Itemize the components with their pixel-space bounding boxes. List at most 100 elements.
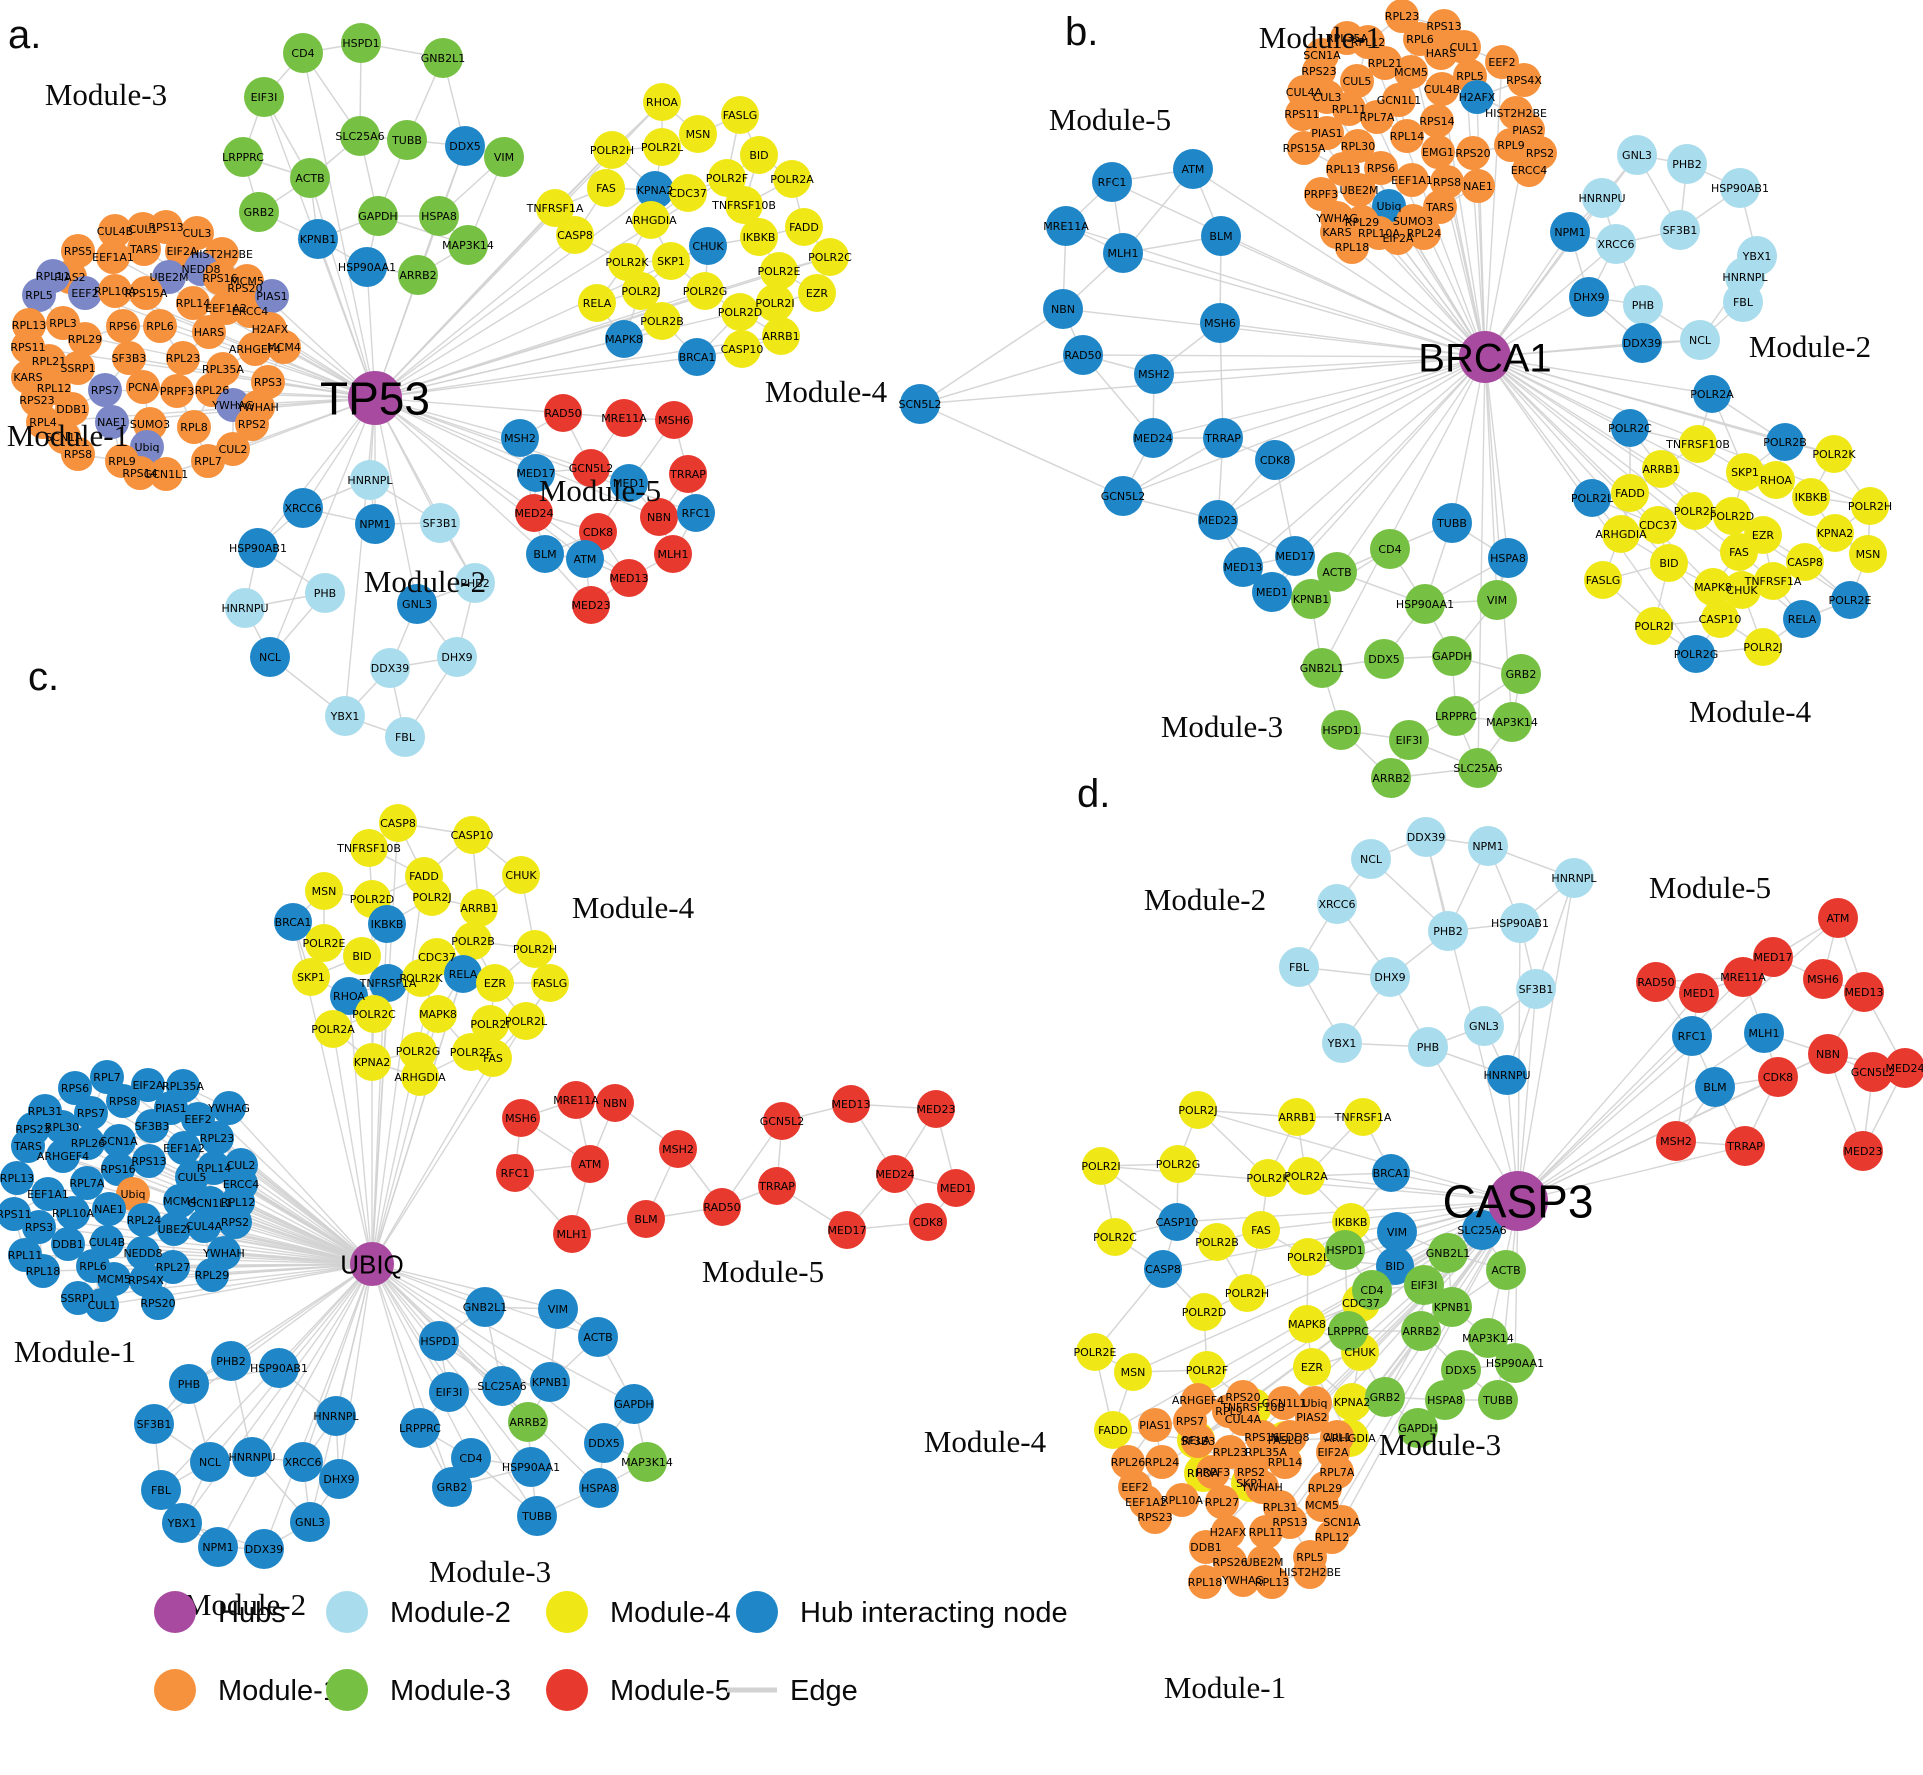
gene-node <box>1726 453 1764 491</box>
gene-node <box>1494 128 1528 162</box>
gene-label: RPS13 <box>1272 1516 1307 1529</box>
edge <box>1517 992 1700 1202</box>
edge <box>228 1107 373 1265</box>
gene-node <box>1554 858 1594 898</box>
gene-node <box>1602 515 1640 553</box>
hub-label: CASP3 <box>1443 1176 1594 1228</box>
gene-label: MED13 <box>1845 986 1884 999</box>
gene-label: HSP90AB1 <box>229 542 287 555</box>
gene-label: ARRB1 <box>460 902 497 915</box>
gene-label: RPL8 <box>180 421 207 434</box>
gene-node <box>1460 80 1494 114</box>
legend-label: Hubs <box>218 1597 286 1629</box>
gene-node <box>1377 1212 1417 1252</box>
gene-label: POLR2B <box>640 315 684 328</box>
gene-node <box>1432 1287 1472 1327</box>
edge <box>919 308 1064 405</box>
gene-node <box>655 401 693 439</box>
gene-node <box>1744 628 1782 666</box>
gene-node <box>11 1129 45 1163</box>
gene-label: MED1 <box>1683 987 1715 1000</box>
gene-label: TUBB <box>1436 517 1467 530</box>
gene-label: DHX9 <box>441 651 472 664</box>
gene-label: PHB <box>1417 1041 1439 1054</box>
gene-label: BID <box>749 149 768 162</box>
gene-node <box>1138 1408 1172 1442</box>
gene-node <box>832 1085 870 1123</box>
gene-label: EZR <box>1301 1361 1323 1374</box>
gene-label: ACTB <box>583 1331 612 1344</box>
gene-label: FADD <box>409 870 439 883</box>
gene-node <box>578 284 616 322</box>
gene-node <box>1611 409 1649 447</box>
gene-label: RPL18 <box>26 1265 60 1278</box>
gene-label: MRE11A <box>1720 971 1766 984</box>
gene-node <box>305 924 343 962</box>
gene-node <box>1165 1483 1199 1517</box>
gene-node <box>530 1362 570 1402</box>
gene-label: RPS26 <box>1212 1556 1247 1569</box>
gene-label: HSP90AB1 <box>1711 182 1769 195</box>
gene-label: FAS <box>1251 1224 1271 1237</box>
gene-label: RPL13 <box>12 319 46 332</box>
gene-label: BRCA1 <box>1373 1167 1410 1180</box>
gene-node <box>1569 277 1609 317</box>
gene-label: MSH6 <box>1204 317 1236 330</box>
gene-label: DDX39 <box>371 662 409 675</box>
gene-label: BID <box>1659 557 1678 570</box>
gene-node <box>643 83 681 121</box>
gene-label: RAD50 <box>703 1201 740 1214</box>
gene-node <box>141 1286 175 1320</box>
gene-node <box>1428 911 1468 951</box>
gene-node <box>1291 579 1331 619</box>
legend-swatch-module-2 <box>326 1591 368 1633</box>
gene-label: CUL1 <box>129 223 158 236</box>
hub-node <box>1488 1171 1548 1231</box>
gene-node <box>1849 535 1887 573</box>
edge <box>1484 342 1643 358</box>
gene-label: RPL18 <box>1335 241 1369 254</box>
gene-label: RPL30 <box>1341 140 1375 153</box>
gene-node <box>167 1131 201 1165</box>
gene-node <box>517 1496 557 1536</box>
gene-label: SLC25A6 <box>1453 762 1502 775</box>
gene-label: LRPPRC <box>399 1422 441 1435</box>
gene-label: RPL9 <box>108 455 135 468</box>
gene-node <box>379 804 417 842</box>
edge <box>1222 356 1486 439</box>
gene-label: VIM <box>494 151 514 164</box>
gene-node <box>610 464 648 502</box>
gene-label: POLR2D <box>718 306 763 319</box>
edge <box>1217 356 1486 521</box>
gene-label: FBL <box>151 1484 172 1497</box>
hub-node <box>1459 331 1511 383</box>
gene-label: HSPA8 <box>421 210 457 223</box>
gene-label: YBX1 <box>1742 250 1772 263</box>
gene-label: CDC37 <box>418 951 456 964</box>
gene-node <box>811 238 849 276</box>
edge <box>1484 356 1509 559</box>
gene-node <box>622 272 660 310</box>
edge <box>1477 356 1486 769</box>
gene-label: NCL <box>199 1456 222 1469</box>
gene-label: KPNB1 <box>532 1376 569 1389</box>
gene-node <box>244 77 284 117</box>
gene-node <box>1381 221 1415 255</box>
gene-label: RPS14 <box>122 467 157 480</box>
gene-label: RPL6 <box>146 320 173 333</box>
edge <box>1351 246 1486 358</box>
gene-node <box>1287 131 1321 165</box>
gene-label: POLR2H <box>513 943 557 956</box>
gene-node <box>1267 1386 1301 1420</box>
gene-label: FBL <box>395 731 416 744</box>
gene-label: FBL <box>1289 961 1310 974</box>
gene-label: Ubiq <box>1376 200 1401 213</box>
gene-node <box>402 959 440 997</box>
gene-node <box>1385 0 1419 33</box>
gene-node <box>566 540 604 578</box>
gene-label: POLR2D <box>1710 510 1755 523</box>
gene-node <box>368 905 406 943</box>
gene-node <box>740 136 778 174</box>
gene-label: MED23 <box>572 599 611 612</box>
gene-label: SCN1A <box>45 431 83 444</box>
